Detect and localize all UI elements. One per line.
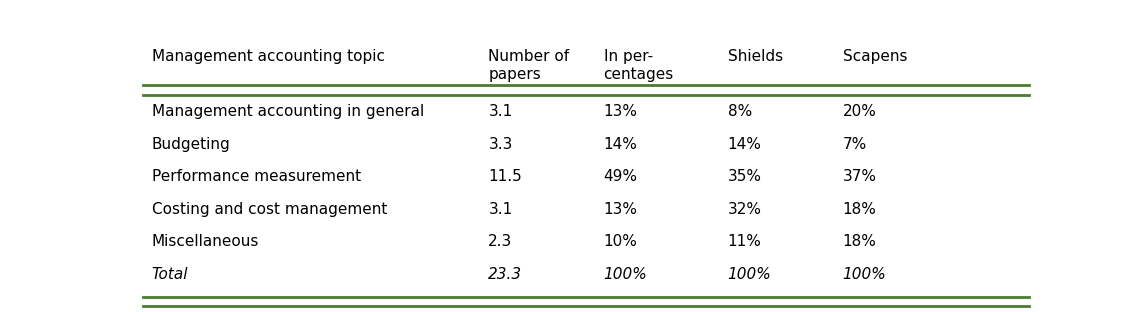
Text: 49%: 49%: [604, 169, 638, 184]
Text: Budgeting: Budgeting: [152, 137, 231, 152]
Text: Scapens: Scapens: [842, 49, 908, 65]
Text: 20%: 20%: [842, 104, 877, 119]
Text: 3.1: 3.1: [488, 202, 512, 217]
Text: Shields: Shields: [728, 49, 783, 65]
Text: 14%: 14%: [728, 137, 761, 152]
Text: 14%: 14%: [604, 137, 638, 152]
Text: 35%: 35%: [728, 169, 761, 184]
Text: 37%: 37%: [842, 169, 877, 184]
Text: 7%: 7%: [842, 137, 866, 152]
Text: 100%: 100%: [728, 266, 772, 281]
Text: Total: Total: [152, 266, 189, 281]
Text: Costing and cost management: Costing and cost management: [152, 202, 387, 217]
Text: 18%: 18%: [842, 234, 877, 249]
Text: Management accounting in general: Management accounting in general: [152, 104, 424, 119]
Text: 11.5: 11.5: [488, 169, 522, 184]
Text: Performance measurement: Performance measurement: [152, 169, 361, 184]
Text: 18%: 18%: [842, 202, 877, 217]
Text: 11%: 11%: [728, 234, 761, 249]
Text: 3.3: 3.3: [488, 137, 513, 152]
Text: 13%: 13%: [604, 104, 638, 119]
Text: Management accounting topic: Management accounting topic: [152, 49, 385, 65]
Text: 32%: 32%: [728, 202, 761, 217]
Text: 3.1: 3.1: [488, 104, 512, 119]
Text: 10%: 10%: [604, 234, 638, 249]
Text: Miscellaneous: Miscellaneous: [152, 234, 259, 249]
Text: 2.3: 2.3: [488, 234, 512, 249]
Text: 8%: 8%: [728, 104, 752, 119]
Text: Number of
papers: Number of papers: [488, 49, 569, 82]
Text: 100%: 100%: [842, 266, 887, 281]
Text: In per-
centages: In per- centages: [604, 49, 673, 82]
Text: 13%: 13%: [604, 202, 638, 217]
Text: 23.3: 23.3: [488, 266, 522, 281]
Text: 100%: 100%: [604, 266, 647, 281]
